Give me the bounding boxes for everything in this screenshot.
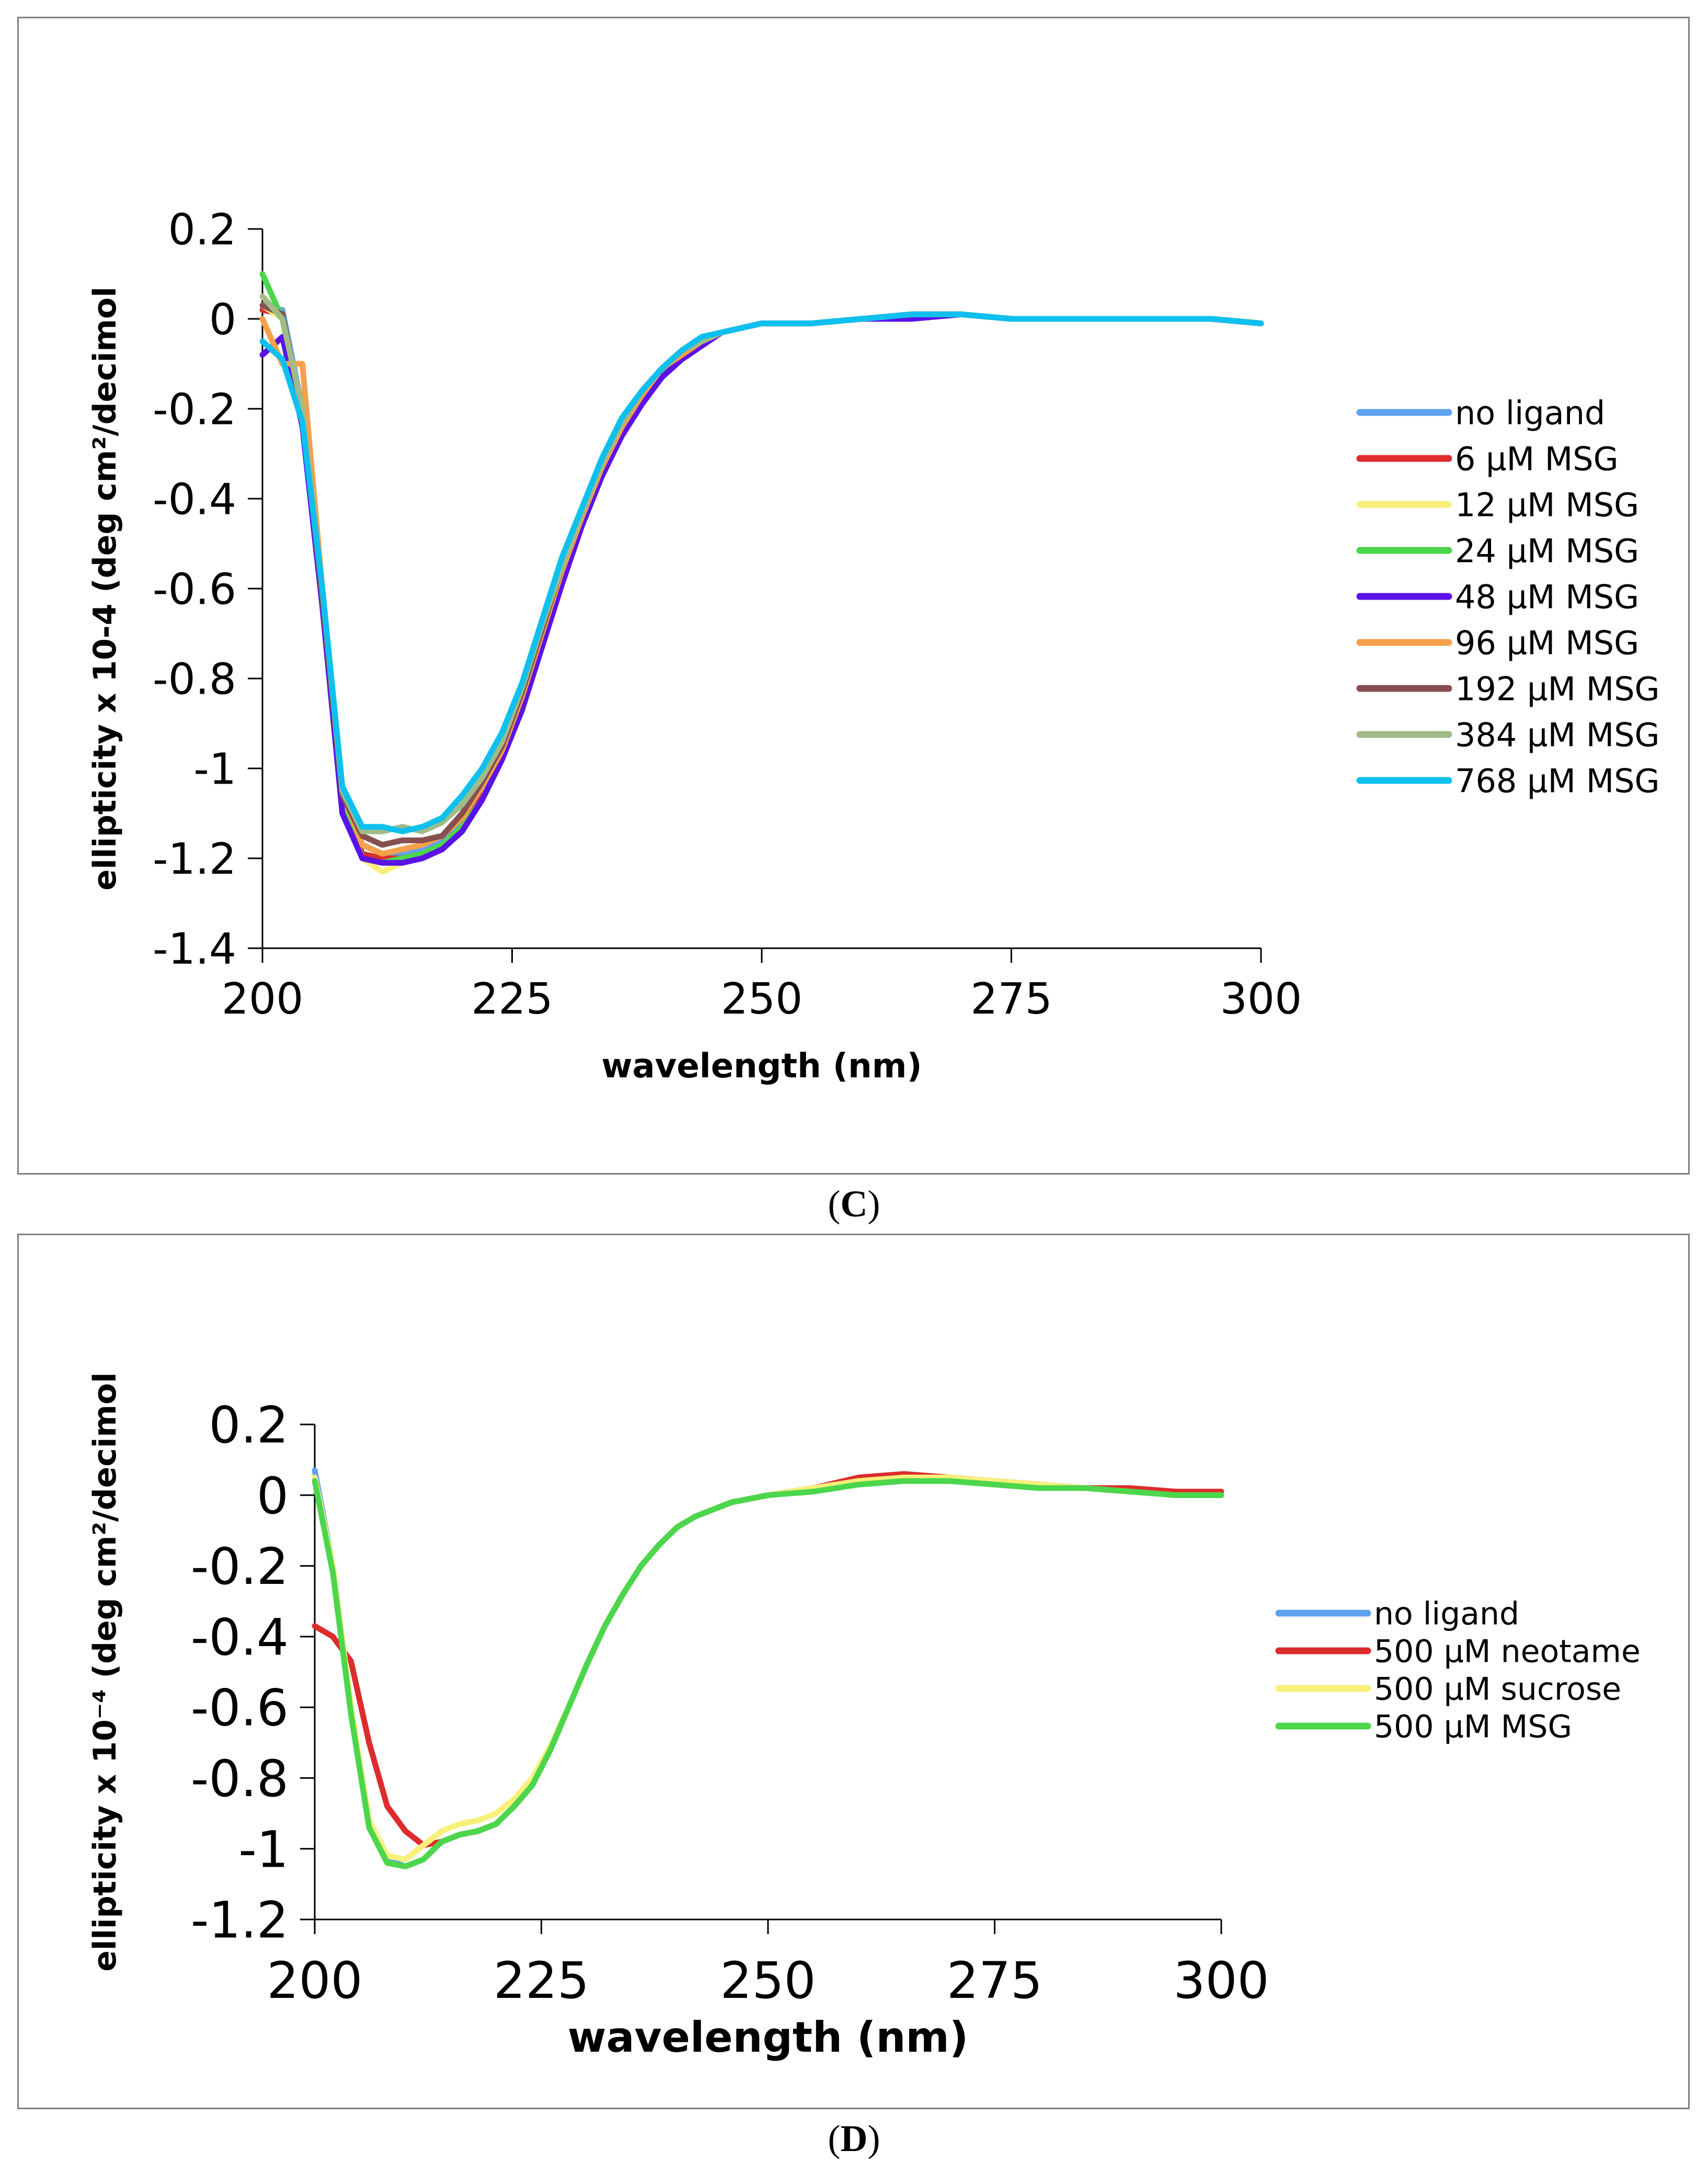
y-tick-label: -1.2 xyxy=(191,1891,289,1950)
x-tick-label: 250 xyxy=(720,1951,816,2010)
legend-label: 500 µM sucrose xyxy=(1374,1671,1621,1708)
caption-d: (D) xyxy=(828,2118,880,2159)
x-tick-label: 275 xyxy=(947,1951,1042,2010)
y-tick-label: 0.2 xyxy=(209,1396,289,1455)
y-tick-label: -0.4 xyxy=(153,475,236,525)
legend-label: 500 µM neotame xyxy=(1374,1634,1641,1670)
legend-label: 12 µM MSG xyxy=(1455,486,1639,524)
y-tick-label: 0 xyxy=(209,295,236,345)
y-tick-label: -1 xyxy=(193,745,236,795)
series-line xyxy=(312,1471,1224,1848)
legend-label: 96 µM MSG xyxy=(1455,624,1639,662)
x-tick-label: 225 xyxy=(471,974,553,1024)
legend-label: 24 µM MSG xyxy=(1455,532,1639,570)
legend-label: no ligand xyxy=(1455,394,1605,432)
y-tick-label: -0.2 xyxy=(191,1537,289,1596)
caption-c: (C) xyxy=(828,1183,880,1225)
x-axis-title: wavelength (nm) xyxy=(568,2013,969,2062)
legend-label: 6 µM MSG xyxy=(1455,440,1619,478)
chart-panel-d: 0.2 0 -0.2 -0.4 -0.6 -0.8 -1 -1.2 200 225 250 275 30… xyxy=(17,1234,1690,2109)
y-axis-title: ellipticity x 10⁻⁴ (deg cm²/decimol xyxy=(87,1372,123,1972)
series-line xyxy=(259,302,1264,875)
x-tick-label: 200 xyxy=(222,974,304,1024)
x-axis-title: wavelength (nm) xyxy=(601,1047,922,1086)
y-tick-label: 0.2 xyxy=(168,205,236,255)
series-line xyxy=(259,307,1264,857)
series-line xyxy=(259,307,1264,861)
y-tick-label: -0.4 xyxy=(191,1608,289,1666)
legend-label: 384 µM MSG xyxy=(1455,716,1660,754)
legend-label: 48 µM MSG xyxy=(1455,578,1639,616)
y-tick-label: 0 xyxy=(257,1467,289,1525)
y-axis-title: ellipticity x 10-4 (deg cm²/decimol xyxy=(87,286,123,890)
x-tick-label: 275 xyxy=(970,974,1052,1024)
y-tick-label: -0.6 xyxy=(191,1679,289,1738)
series-line xyxy=(312,1478,1224,1869)
series-line xyxy=(259,293,1264,834)
y-tick-label: -0.8 xyxy=(153,655,236,705)
y-tick-label: -1 xyxy=(238,1820,289,1879)
legend-label: 192 µM MSG xyxy=(1455,670,1660,708)
x-tick-label: 300 xyxy=(1220,974,1302,1024)
series-line xyxy=(259,311,1264,834)
legend-label: no ligand xyxy=(1374,1596,1519,1632)
series-line xyxy=(259,311,1264,866)
x-tick-label: 300 xyxy=(1173,1951,1269,2010)
series-line xyxy=(259,302,1264,848)
x-tick-label: 200 xyxy=(267,1951,362,2010)
y-tick-label: -1.4 xyxy=(153,925,236,974)
x-tick-label: 250 xyxy=(721,974,803,1024)
y-tick-label: -0.8 xyxy=(191,1750,289,1808)
series-line xyxy=(312,1467,1224,1869)
y-tick-label: -0.6 xyxy=(153,565,236,615)
y-tick-label: -0.2 xyxy=(153,385,236,435)
legend-label: 500 µM MSG xyxy=(1374,1709,1572,1745)
series-line xyxy=(259,311,1264,857)
chart-panel-c: 0.2 0 -0.2 -0.4 -0.6 -0.8 -1 -1.2 -1.4 200 225 250 2… xyxy=(17,17,1690,1175)
x-tick-label: 225 xyxy=(494,1951,589,2010)
series-line xyxy=(259,271,1264,866)
y-tick-label: -1.2 xyxy=(153,835,236,884)
legend-label: 768 µM MSG xyxy=(1455,762,1660,800)
series-line xyxy=(312,1475,1224,1862)
